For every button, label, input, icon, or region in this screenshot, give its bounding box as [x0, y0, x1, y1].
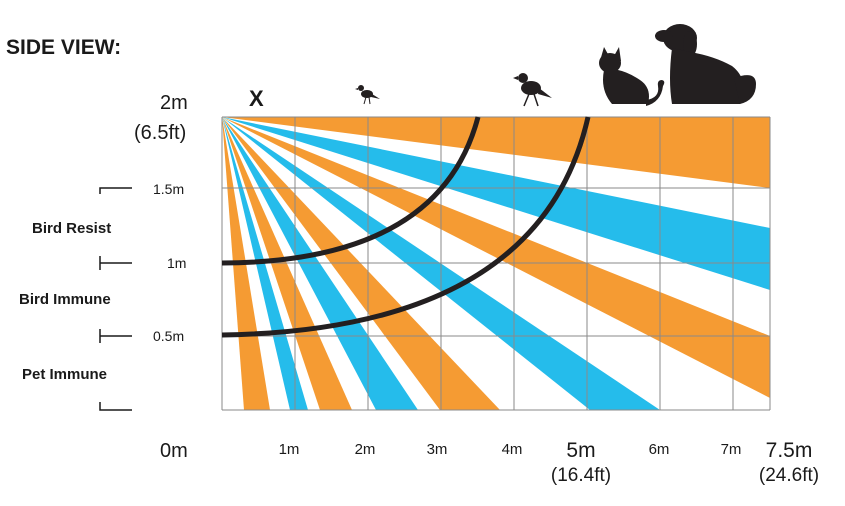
x-label-1m: 1m — [278, 441, 300, 458]
x-label-2m: 2m — [354, 441, 376, 458]
dog-icon — [655, 24, 756, 104]
arc-inner — [221, 116, 481, 266]
y-label-0m: 0m — [160, 440, 188, 462]
bracket-0-5m — [99, 329, 132, 343]
x-label-5m-m: 5m — [566, 439, 596, 462]
x-label-4m: 4m — [501, 441, 523, 458]
x-label-7-5m-m: 7.5m — [765, 439, 813, 462]
detection-arcs — [221, 116, 591, 338]
x-label-7-5m-ft: (24.6ft) — [758, 465, 820, 486]
y-label-0-5m: 0.5m — [153, 328, 185, 344]
sensor-marker: X — [249, 86, 264, 111]
beam-1 — [222, 117, 770, 188]
y-label-1-5m: 1.5m — [153, 181, 185, 197]
zone-bird-immune: Bird Immune — [19, 291, 111, 308]
y-label-2m-ft: (6.5ft) — [134, 122, 187, 144]
arc-outer — [221, 116, 591, 338]
beam-2 — [222, 117, 770, 290]
page-title: SIDE VIEW: — [6, 36, 122, 59]
x-label-7-5m: 7.5m (24.6ft) — [759, 438, 819, 488]
cat-icon — [599, 47, 665, 106]
zone-bird-resist: Bird Resist — [32, 220, 112, 237]
y-label-2m: 2m — [160, 92, 188, 114]
zone-brackets — [99, 187, 132, 411]
x-label-5m: 5m (16.4ft) — [551, 438, 611, 488]
detection-beams — [222, 117, 770, 410]
bird-icon — [355, 85, 380, 105]
grid — [221, 116, 771, 411]
bracket-0m — [99, 402, 132, 411]
bracket-1-5m — [99, 187, 132, 194]
x-label-3m: 3m — [426, 441, 448, 458]
x-label-5m-ft: (16.4ft) — [550, 465, 612, 486]
y-label-1m: 1m — [167, 255, 187, 271]
x-label-7m: 7m — [720, 441, 742, 458]
bracket-1m — [99, 256, 132, 270]
beam-3 — [222, 117, 770, 398]
zone-pet-immune: Pet Immune — [22, 366, 108, 383]
x-label-6m: 6m — [648, 441, 670, 458]
bird-large-icon — [513, 73, 552, 107]
